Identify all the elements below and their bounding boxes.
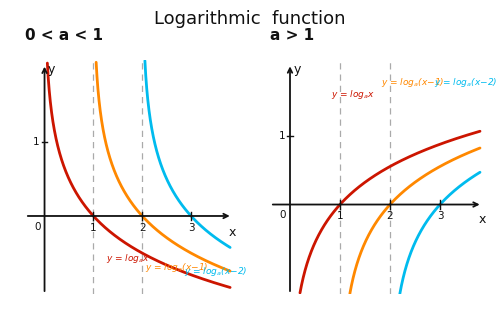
Text: y = log$_a$x: y = log$_a$x xyxy=(331,89,375,102)
Text: 1: 1 xyxy=(90,223,96,233)
Text: x: x xyxy=(229,226,236,238)
Text: 0: 0 xyxy=(34,222,40,232)
Text: a > 1: a > 1 xyxy=(270,28,314,43)
Text: 3: 3 xyxy=(188,223,194,233)
Text: y = log$_a$(x−1): y = log$_a$(x−1) xyxy=(144,261,208,274)
Text: y: y xyxy=(294,63,301,76)
Text: Logarithmic  function: Logarithmic function xyxy=(154,10,346,28)
Text: y: y xyxy=(48,63,56,76)
Text: 1: 1 xyxy=(278,131,285,141)
Text: 2: 2 xyxy=(139,223,145,233)
Text: 3: 3 xyxy=(436,211,444,221)
Text: 0: 0 xyxy=(280,210,286,220)
Text: 1: 1 xyxy=(336,211,344,221)
Text: 2: 2 xyxy=(386,211,394,221)
Text: y = log$_a$(x−2): y = log$_a$(x−2) xyxy=(434,76,498,89)
Text: y = log$_a$(x−2): y = log$_a$(x−2) xyxy=(184,265,247,278)
Text: y = log$_a$x: y = log$_a$x xyxy=(106,252,150,265)
Text: y = log$_a$(x−1): y = log$_a$(x−1) xyxy=(381,76,444,89)
Text: x: x xyxy=(479,213,486,226)
Text: 1: 1 xyxy=(33,137,40,147)
Text: 0 < a < 1: 0 < a < 1 xyxy=(25,28,103,43)
